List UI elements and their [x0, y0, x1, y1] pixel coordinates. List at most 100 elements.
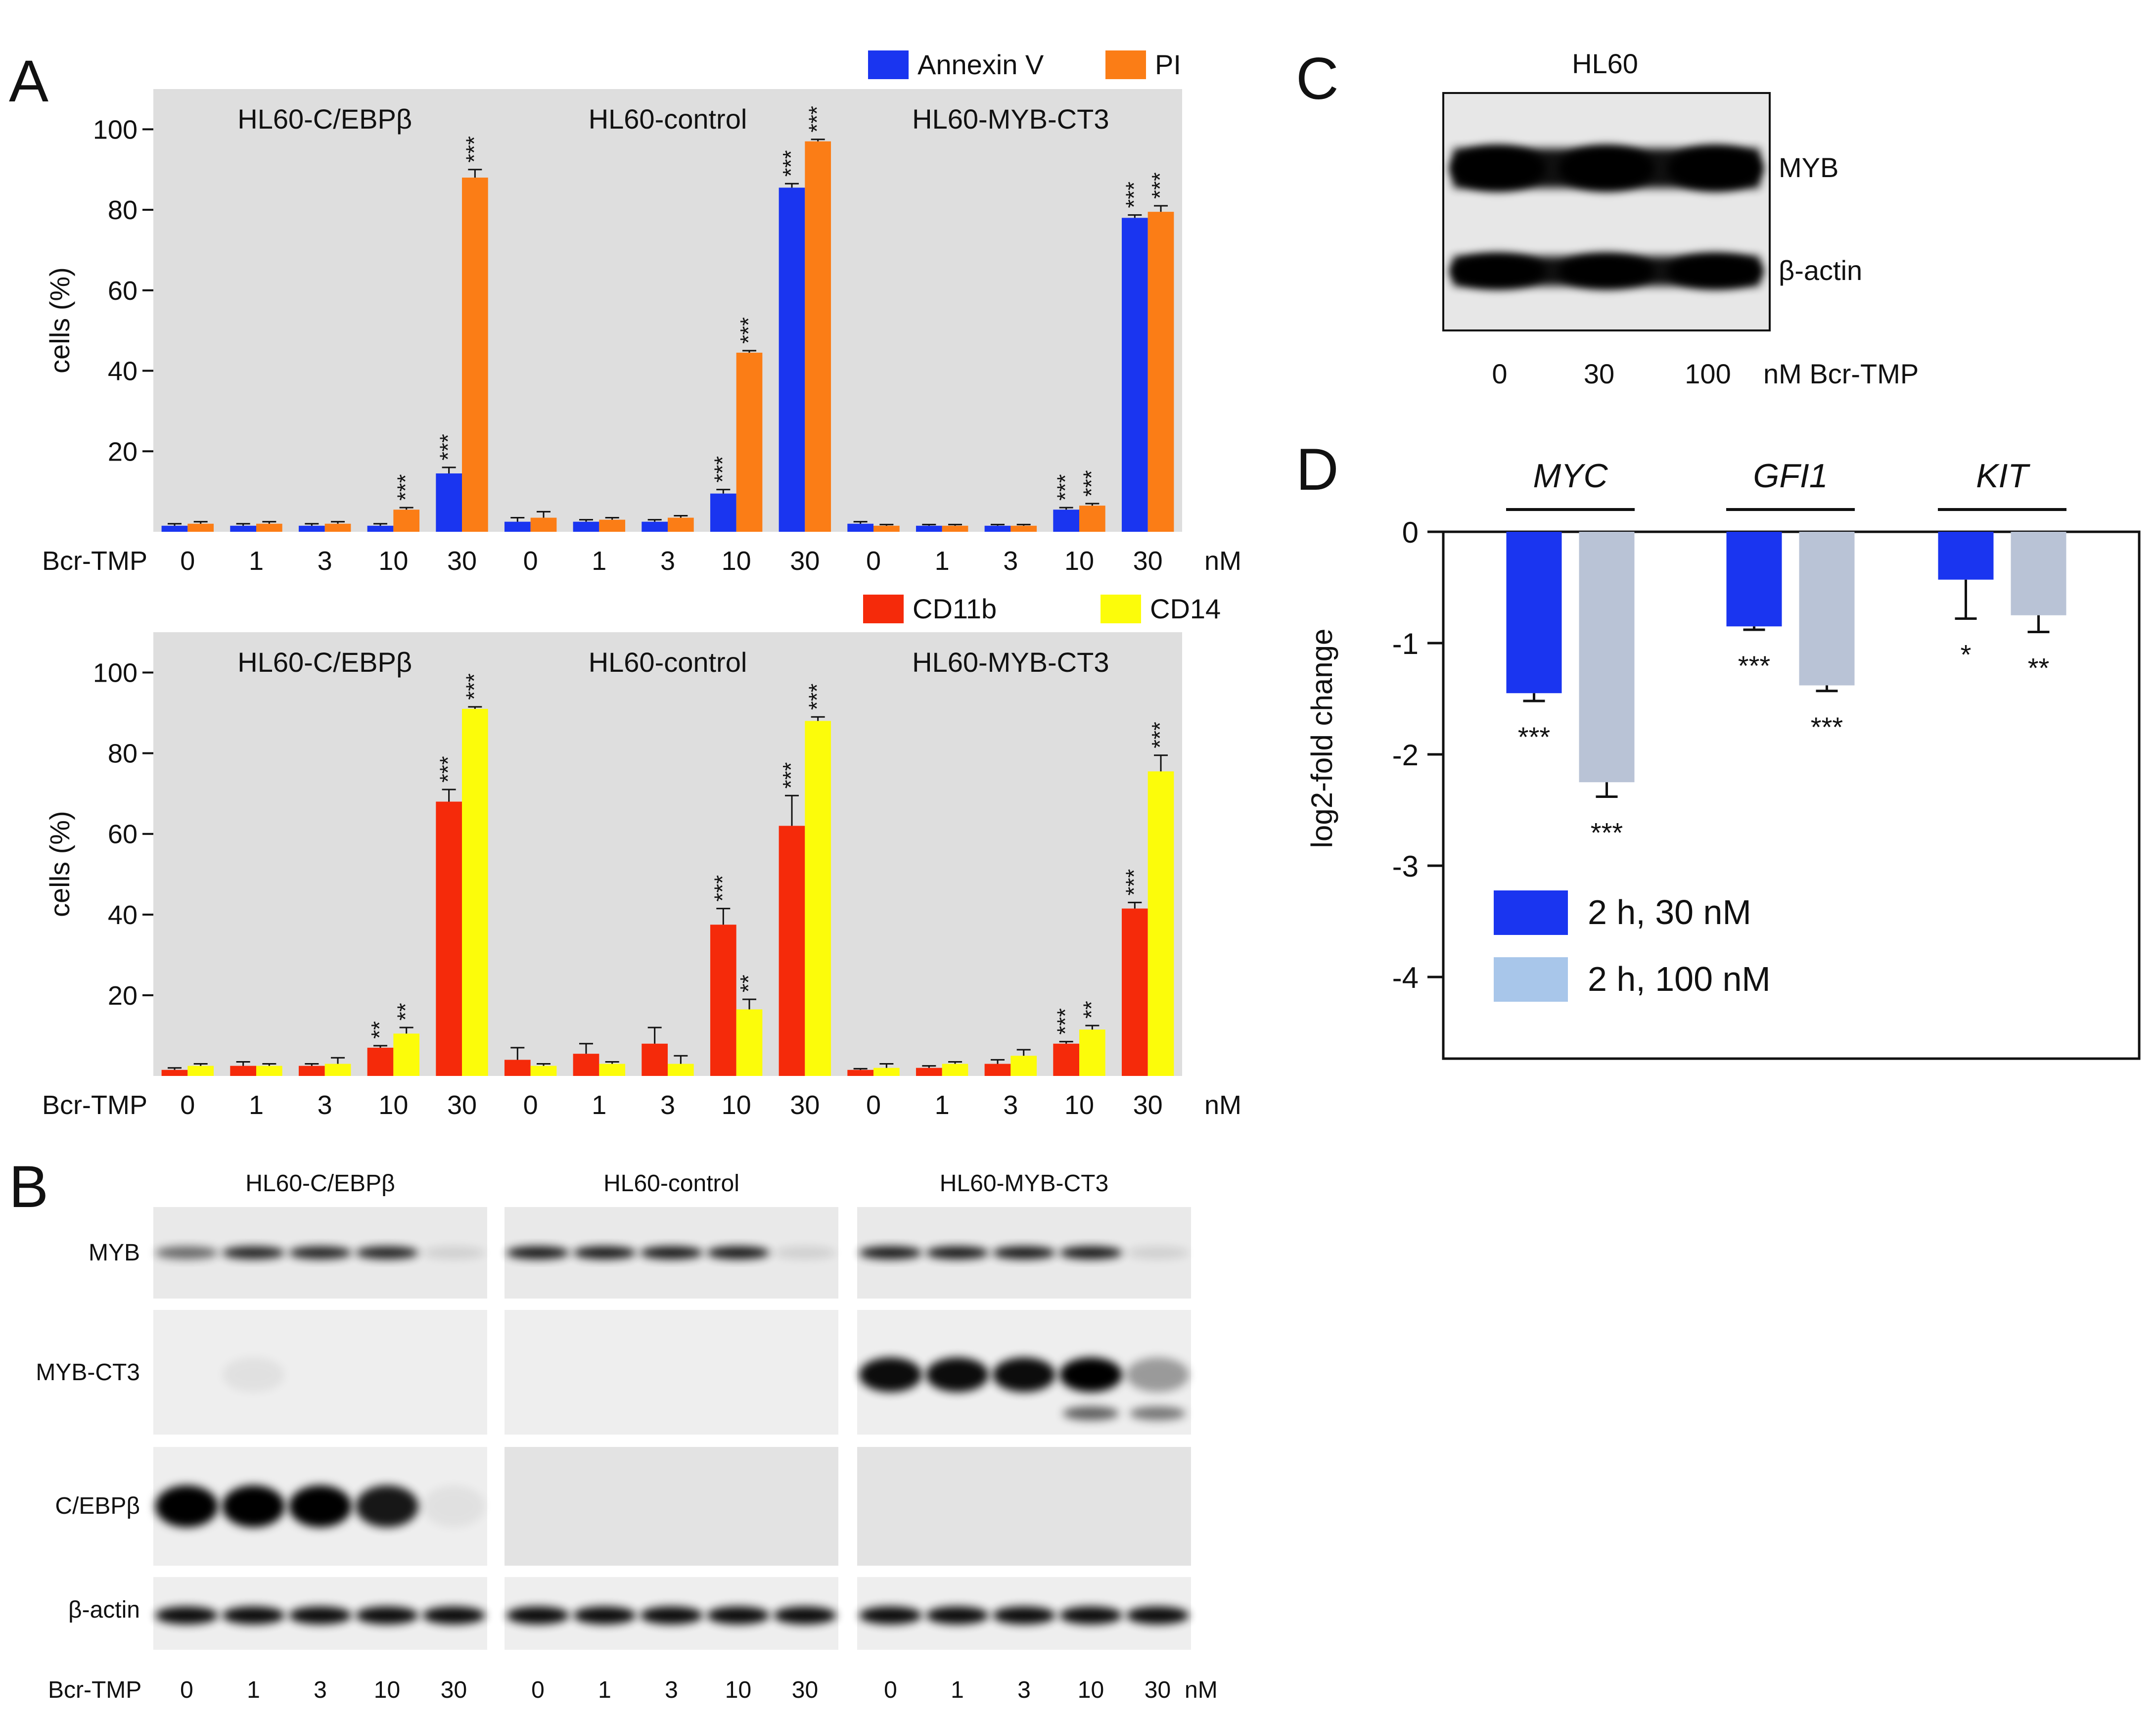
x-tick-label: 30 — [790, 546, 820, 576]
bar — [436, 801, 462, 1076]
bar — [504, 1060, 531, 1076]
bar — [805, 141, 831, 532]
bar — [393, 1033, 420, 1076]
blot-band — [356, 1485, 418, 1528]
blot-strip — [505, 1447, 838, 1566]
blot-group-title: HL60-C/EBPβ — [245, 1170, 395, 1197]
legend-swatch — [868, 50, 909, 79]
y-axis-label: log2-fold change — [1305, 629, 1338, 848]
significance-label: *** — [461, 136, 487, 163]
y-tick-label: 20 — [108, 981, 138, 1011]
blot-strip — [153, 1310, 487, 1435]
significance-label: *** — [1738, 650, 1770, 681]
y-tick-label: -4 — [1392, 961, 1419, 994]
bar — [324, 1064, 351, 1076]
blot-group-title: HL60-MYB-CT3 — [940, 1170, 1108, 1197]
y-axis-label: cells (%) — [44, 267, 75, 373]
category-label: KIT — [1976, 457, 2030, 495]
lane-label: 0 — [531, 1677, 545, 1703]
blot-band — [289, 1485, 352, 1528]
x-tick-label: 10 — [722, 1090, 751, 1120]
x-axis-unit: nM — [1204, 546, 1241, 576]
lane-label: 1 — [951, 1677, 964, 1703]
blot-band — [222, 1485, 285, 1528]
y-tick-label: 0 — [1402, 516, 1419, 549]
blot-row-label: MYB-CT3 — [36, 1359, 140, 1386]
bar — [1799, 532, 1855, 686]
group-title: HL60-MYB-CT3 — [912, 647, 1109, 678]
bar — [504, 521, 531, 532]
bar — [1010, 525, 1037, 532]
bar — [436, 473, 462, 532]
x-tick-label: 30 — [790, 1090, 820, 1120]
significance-label: *** — [1121, 869, 1147, 896]
panel-letter-b: B — [9, 1154, 48, 1220]
bar — [187, 1066, 214, 1076]
y-tick-label: 60 — [108, 276, 138, 306]
blot-band — [926, 1606, 989, 1625]
significance-label: *** — [1147, 172, 1173, 199]
blot-band — [1450, 145, 1546, 191]
y-tick-label: 40 — [108, 900, 138, 930]
blot-band — [506, 1246, 569, 1259]
blot-band — [1667, 253, 1763, 289]
y-tick-label: 80 — [108, 739, 138, 769]
bar — [642, 521, 668, 532]
blot-band — [506, 1606, 569, 1625]
bar — [256, 1066, 282, 1076]
bar — [367, 525, 394, 532]
blot-band — [1059, 1357, 1122, 1393]
blot-band — [993, 1606, 1055, 1625]
significance-label: *** — [461, 673, 487, 700]
x-axis-prefix: Bcr-TMP — [42, 546, 147, 576]
group-title: HL60-control — [589, 103, 747, 135]
y-axis-label: cells (%) — [44, 811, 75, 917]
blot-band — [926, 1357, 989, 1393]
blot-band — [1126, 1246, 1189, 1259]
x-tick-label: 0 — [523, 546, 538, 576]
legend-swatch — [1101, 595, 1141, 623]
significance-label: *** — [1053, 474, 1078, 501]
significance-label: ** — [393, 1003, 418, 1021]
bar — [847, 1070, 873, 1076]
lane-label: 1 — [247, 1677, 260, 1703]
x-tick-label: 1 — [592, 546, 606, 576]
y-tick-label: -2 — [1392, 739, 1419, 772]
legend-label: 2 h, 30 nM — [1588, 893, 1751, 931]
bar — [942, 525, 968, 532]
x-tick-label: 30 — [447, 546, 477, 576]
significance-label: *** — [804, 683, 830, 710]
bar — [161, 525, 188, 532]
bar — [779, 826, 805, 1076]
plot-background — [153, 632, 1182, 1076]
bar — [1010, 1056, 1037, 1076]
x-axis-prefix: Bcr-TMP — [42, 1090, 147, 1120]
bar — [599, 1064, 626, 1076]
x-axis-unit: nM — [1204, 1090, 1241, 1120]
blot-row-label: MYB — [89, 1240, 140, 1266]
y-tick-label: 40 — [108, 357, 138, 386]
bar — [393, 510, 420, 532]
significance-label: ** — [735, 975, 761, 992]
group-title: HL60-MYB-CT3 — [912, 103, 1109, 135]
blot-band — [993, 1357, 1055, 1393]
bar — [1053, 1043, 1079, 1076]
group-title: HL60-control — [589, 647, 747, 678]
x-tick-label: 10 — [722, 546, 751, 576]
bar — [736, 1009, 763, 1076]
x-tick-label: 0 — [523, 1090, 538, 1120]
blot-strip — [857, 1447, 1191, 1566]
bar — [462, 178, 488, 532]
western-blot-c: HL60 MYB β-actin 0 30 100 nM Bcr-TMP — [1442, 48, 1919, 389]
bar — [1147, 771, 1174, 1076]
bar — [462, 708, 488, 1076]
bar — [1726, 532, 1782, 627]
lane-label: 10 — [725, 1677, 751, 1703]
blot-band — [1059, 1246, 1122, 1259]
significance-label: *** — [393, 474, 418, 501]
significance-label: *** — [1811, 711, 1843, 743]
blot-band — [356, 1246, 418, 1259]
category-label: GFI1 — [1753, 457, 1828, 495]
